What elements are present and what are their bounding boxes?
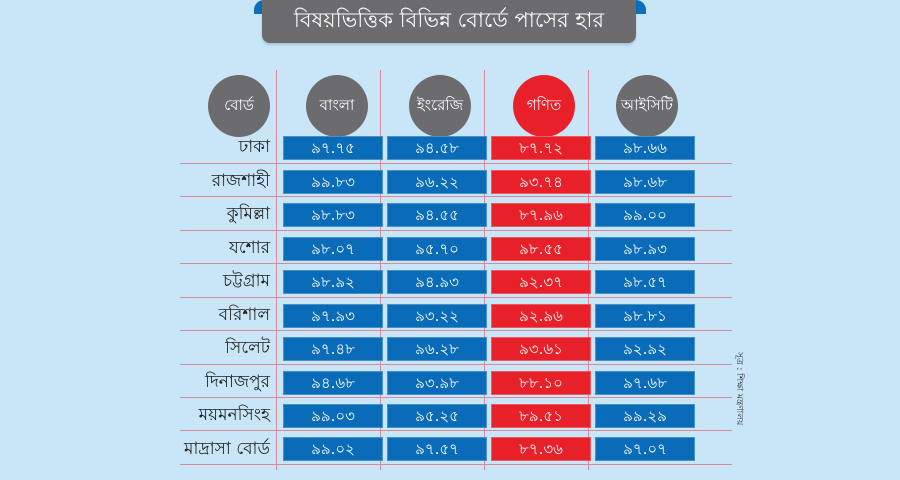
- cell-bangla: ৯৮.৮৩: [283, 203, 383, 227]
- board-label: বরিশাল: [218, 305, 270, 325]
- cell-ict: ৯৮.৬৮: [595, 170, 695, 194]
- cell-ict: ৯২.৯২: [595, 337, 695, 361]
- cell-english: ৯৫.২৫: [387, 404, 487, 428]
- cell-ict: ৯৯.০০: [595, 203, 695, 227]
- source-note: সূত্র : শিক্ষা মন্ত্রণালয়: [734, 352, 744, 426]
- cell-bangla: ৯৮.০৭: [283, 237, 383, 261]
- header-board: বোর্ড: [208, 75, 270, 137]
- cell-bangla: ৯৭.৪৮: [283, 337, 383, 361]
- board-label: ঢাকা: [238, 137, 270, 157]
- cell-math: ৮৭.৯৬: [491, 203, 591, 227]
- grid-line-horizontal: [180, 464, 732, 465]
- cell-math: ৮৯.৫১: [491, 404, 591, 428]
- cell-english: ৯৬.২২: [387, 170, 487, 194]
- cell-math: ৮৭.৩৬: [491, 437, 591, 461]
- cell-bangla: ৯৭.৯৩: [283, 304, 383, 328]
- grid-line-horizontal: [180, 430, 732, 431]
- cell-english: ৯৩.২২: [387, 304, 487, 328]
- cell-math: ৯৩.৬১: [491, 337, 591, 361]
- board-label: মাদ্রাসা বোর্ড: [184, 439, 270, 459]
- cell-ict: ৯৭.৬৮: [595, 371, 695, 395]
- grid-line-horizontal: [180, 330, 732, 331]
- cell-english: ৯৭.৫৭: [387, 437, 487, 461]
- grid-line-horizontal: [180, 397, 732, 398]
- board-label: ময়মনসিংহ: [198, 405, 270, 425]
- grid-line-horizontal: [180, 297, 732, 298]
- cell-english: ৯৪.৯৩: [387, 270, 487, 294]
- board-label: যশোর: [229, 238, 270, 258]
- cell-english: ৯৬.২৮: [387, 337, 487, 361]
- cell-bangla: ৯৯.৮৩: [283, 170, 383, 194]
- chart-title: বিষয়ভিত্তিক বিভিন্ন বোর্ডে পাসের হার: [262, 0, 636, 43]
- cell-math: ৯৩.৭৪: [491, 170, 591, 194]
- board-label: সিলেট: [225, 338, 270, 358]
- header-bangla: বাংলা: [306, 75, 368, 137]
- cell-bangla: ৯৪.৬৮: [283, 371, 383, 395]
- cell-english: ৯৩.৯৮: [387, 371, 487, 395]
- cell-ict: ৯৯.২৯: [595, 404, 695, 428]
- board-label: রাজশাহী: [211, 171, 270, 191]
- header-english: ইংরেজি: [409, 75, 471, 137]
- board-label: দিনাজপুর: [205, 372, 270, 392]
- cell-english: ৯৪.৫৮: [387, 136, 487, 160]
- cell-ict: ৯৮.৫৭: [595, 270, 695, 294]
- grid-line-horizontal: [180, 364, 732, 365]
- cell-math: ৯৮.৫৫: [491, 237, 591, 261]
- cell-ict: ৯৮.৬৬: [595, 136, 695, 160]
- cell-math: ৮৮.১০: [491, 371, 591, 395]
- cell-math: ৯২.৯৬: [491, 304, 591, 328]
- cell-math: ৯২.৩৭: [491, 270, 591, 294]
- cell-ict: ৯৭.০৭: [595, 437, 695, 461]
- cell-bangla: ৯৮.৯২: [283, 270, 383, 294]
- header-ict: আইসিটি: [616, 75, 678, 137]
- cell-english: ৯৫.৭০: [387, 237, 487, 261]
- grid-line-horizontal: [180, 230, 732, 231]
- grid-line-vertical: [276, 70, 277, 470]
- cell-ict: ৯৮.৮১: [595, 304, 695, 328]
- cell-bangla: ৯৯.০২: [283, 437, 383, 461]
- board-label: চট্টগ্রাম: [223, 271, 270, 291]
- cell-bangla: ৯৭.৭৫: [283, 136, 383, 160]
- board-label: কুমিল্লা: [226, 204, 270, 224]
- grid-line-horizontal: [180, 263, 732, 264]
- grid-line-horizontal: [180, 196, 732, 197]
- grid-line-horizontal: [180, 163, 732, 164]
- cell-ict: ৯৮.৯৩: [595, 237, 695, 261]
- cell-bangla: ৯৯.০৩: [283, 404, 383, 428]
- cell-english: ৯৪.৫৫: [387, 203, 487, 227]
- header-math: গণিত: [513, 75, 575, 137]
- cell-math: ৮৭.৭২: [491, 136, 591, 160]
